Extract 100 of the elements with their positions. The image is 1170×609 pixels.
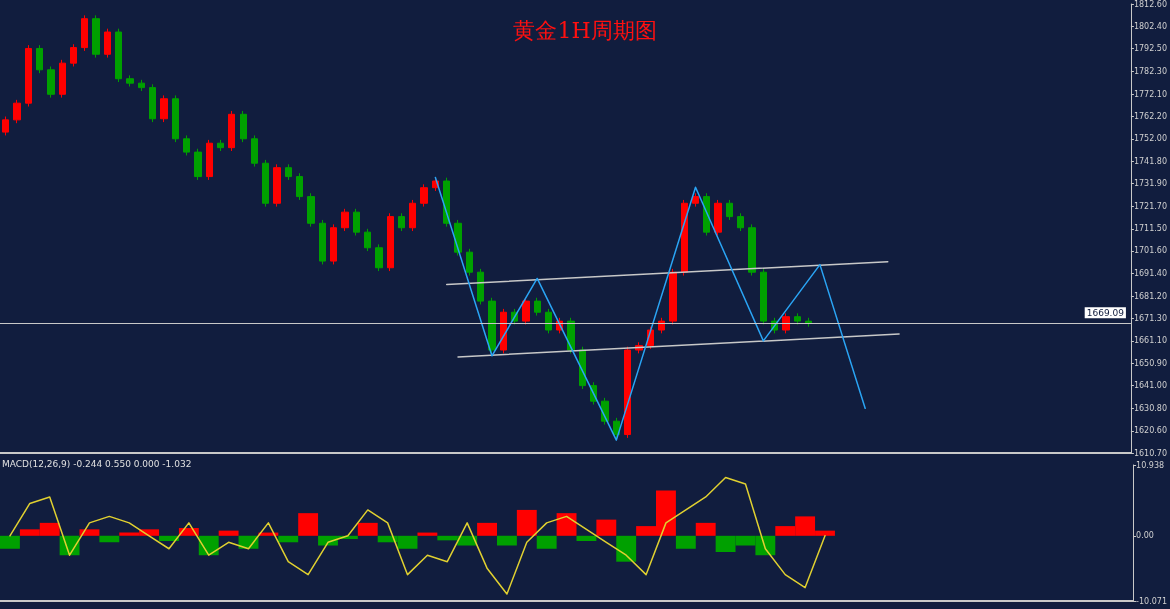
y-tick-label: 1802.40 xyxy=(1133,22,1168,32)
y-tick-label: 1620.60 xyxy=(1133,426,1168,436)
candlestick xyxy=(149,83,156,123)
candlestick xyxy=(172,94,179,143)
candlestick xyxy=(748,223,756,277)
candlestick xyxy=(782,312,790,334)
candlestick xyxy=(398,212,405,232)
text: 黄金1H周期图 xyxy=(513,17,657,43)
candlestick xyxy=(138,79,145,92)
candlestick xyxy=(206,139,213,181)
y-tick-label: 1641.00 xyxy=(1133,381,1168,391)
bar xyxy=(516,509,537,536)
candlestick xyxy=(692,192,699,208)
bar xyxy=(675,535,696,549)
candlestick xyxy=(47,65,55,99)
candlestick xyxy=(375,243,383,272)
candlestick xyxy=(681,199,688,277)
candlestick xyxy=(228,110,235,152)
candlestick xyxy=(319,219,326,265)
y-tick-label: 1650.90 xyxy=(1133,359,1168,369)
candlestick xyxy=(115,28,122,83)
bar xyxy=(556,513,577,536)
candlestick xyxy=(70,43,77,67)
candlestick xyxy=(160,94,168,123)
bar xyxy=(298,513,319,536)
y-tick-label: 1782.30 xyxy=(1133,66,1168,76)
line-series xyxy=(9,476,826,595)
y-tick-label: 10.938 xyxy=(1136,460,1165,470)
bar xyxy=(536,535,557,549)
candlestick xyxy=(737,212,744,232)
y-tick-label: 1812.60 xyxy=(1133,0,1168,9)
candlestick xyxy=(669,268,677,325)
candlestick xyxy=(522,297,530,325)
candlestick xyxy=(454,219,462,257)
y-tick-label: 1792.50 xyxy=(1133,44,1168,54)
candlestick xyxy=(2,116,9,136)
candlestick xyxy=(488,297,496,354)
y-tick-label: 1772.10 xyxy=(1133,89,1168,99)
y-tick-label: 1671.30 xyxy=(1133,313,1168,323)
candlestick xyxy=(81,14,88,52)
candlestick xyxy=(545,308,552,334)
candlestick xyxy=(194,148,202,181)
candlestick xyxy=(409,199,416,232)
line-series xyxy=(434,176,866,441)
y-tick-label: 1681.20 xyxy=(1133,291,1168,301)
bar xyxy=(0,535,20,549)
candlestick xyxy=(126,74,134,88)
candlestick xyxy=(183,134,190,156)
candlestick xyxy=(387,212,394,272)
candlestick xyxy=(330,223,337,265)
annotation: MACD(12,26,9) -0.244 0.550 0.000 -1.032 xyxy=(2,458,192,469)
candlestick xyxy=(658,317,665,334)
bar xyxy=(616,535,637,562)
y-tick-label: 1752.00 xyxy=(1133,134,1168,144)
y-tick-label: 1731.90 xyxy=(1133,178,1168,188)
y-tick-label: 1711.50 xyxy=(1133,224,1168,234)
candlestick xyxy=(59,59,66,99)
candlestick xyxy=(794,312,801,325)
candlestick xyxy=(251,134,258,168)
candlestick xyxy=(285,163,292,181)
bar xyxy=(576,535,597,541)
candlestick xyxy=(624,346,631,439)
y-tick-label: 0.00 xyxy=(1136,531,1154,541)
candlestick xyxy=(364,228,371,252)
bar xyxy=(596,519,617,536)
bar xyxy=(278,535,299,543)
bar xyxy=(218,530,239,536)
candlestick xyxy=(567,317,575,354)
bar xyxy=(695,522,716,536)
candlestick xyxy=(420,183,428,208)
y-tick-label: 1741.80 xyxy=(1133,156,1168,166)
candlestick xyxy=(534,297,541,317)
candlestick xyxy=(296,172,303,201)
candlestick xyxy=(36,44,43,74)
candlestick xyxy=(92,14,100,59)
y-tick-label: 1762.20 xyxy=(1133,111,1168,121)
candlestick xyxy=(760,268,767,325)
candlestick xyxy=(341,208,349,232)
y-tick-label: -10.071 xyxy=(1136,596,1168,606)
y-tick-label: 1701.60 xyxy=(1133,246,1168,256)
candlestick xyxy=(273,163,281,208)
candlestick xyxy=(307,192,315,228)
candlestick xyxy=(703,192,710,237)
candlestick xyxy=(466,248,473,277)
bar xyxy=(477,522,497,536)
y-tick-label: 1721.70 xyxy=(1133,201,1168,211)
bar xyxy=(496,535,517,546)
candlestick xyxy=(25,44,32,108)
candlestick xyxy=(477,268,484,305)
y-tick-label: 1610.70 xyxy=(1133,448,1168,458)
candlestick xyxy=(13,99,21,124)
candlestick xyxy=(262,159,269,208)
candlestick xyxy=(240,110,247,143)
bar xyxy=(417,532,438,536)
candlestick xyxy=(714,199,722,237)
bar xyxy=(357,522,378,536)
candlestick xyxy=(104,28,111,59)
candlestick xyxy=(217,139,224,152)
candlestick xyxy=(353,208,360,237)
bar xyxy=(99,535,120,543)
